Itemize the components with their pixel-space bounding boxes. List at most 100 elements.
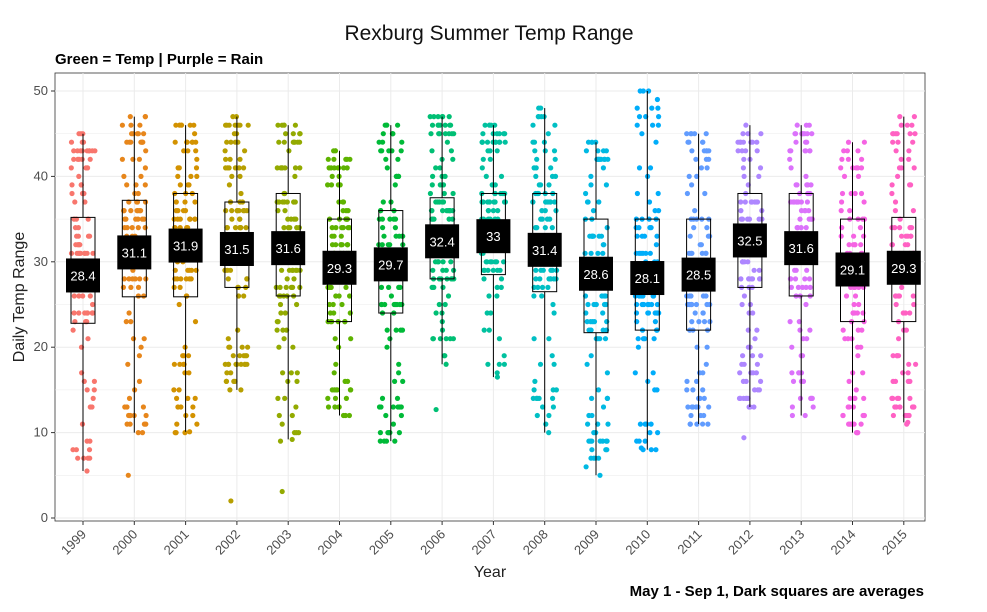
data-point — [905, 370, 911, 376]
outlier-point — [177, 122, 183, 128]
data-point — [652, 319, 659, 325]
y-tick-label: 20 — [34, 339, 48, 354]
data-point — [75, 455, 81, 461]
data-point — [636, 114, 643, 120]
data-point — [597, 438, 603, 444]
data-point — [442, 301, 448, 308]
x-tick-label: 2002 — [212, 527, 243, 558]
data-point — [907, 395, 913, 401]
data-point — [379, 395, 386, 401]
data-point — [395, 173, 402, 179]
data-point — [236, 165, 242, 171]
outlier-point — [125, 472, 131, 478]
data-point — [584, 361, 590, 367]
data-point — [892, 293, 899, 299]
data-point — [754, 148, 760, 154]
data-point — [586, 438, 592, 444]
data-point — [143, 412, 149, 419]
data-point — [806, 276, 813, 282]
data-point — [385, 242, 391, 248]
data-point — [381, 233, 387, 239]
data-point — [489, 259, 495, 265]
data-point — [282, 395, 288, 401]
data-point — [789, 404, 796, 410]
data-point — [688, 131, 694, 137]
data-point — [288, 284, 294, 290]
data-point — [539, 293, 545, 299]
data-point — [483, 259, 489, 265]
data-point — [604, 225, 610, 231]
data-point — [861, 139, 868, 145]
data-point — [126, 395, 133, 401]
data-point — [692, 131, 698, 137]
data-point — [910, 293, 916, 299]
data-point — [746, 404, 752, 410]
data-point — [737, 370, 743, 376]
data-point — [852, 395, 858, 401]
data-point — [224, 139, 230, 145]
data-point — [646, 199, 653, 205]
data-point — [746, 276, 752, 282]
data-point — [240, 208, 246, 214]
data-point — [547, 199, 554, 205]
data-point — [339, 225, 345, 231]
data-point — [329, 387, 335, 393]
data-point — [182, 370, 188, 376]
average-square — [527, 232, 562, 267]
y-axis: 0 10 20 30 40 50 — [34, 83, 55, 525]
data-point — [600, 310, 606, 316]
data-point — [280, 327, 286, 333]
data-point — [84, 387, 90, 393]
data-point — [329, 242, 336, 248]
data-point — [430, 267, 436, 273]
data-point — [743, 122, 749, 128]
data-point — [175, 173, 181, 179]
data-point — [689, 182, 695, 188]
data-point — [191, 122, 197, 128]
data-point — [861, 412, 868, 419]
data-point — [531, 387, 537, 393]
data-point — [899, 233, 905, 239]
data-point — [792, 131, 798, 137]
data-point — [654, 96, 661, 103]
data-point — [542, 225, 548, 231]
y-tick-label: 40 — [34, 168, 48, 183]
data-point — [141, 293, 147, 299]
average-square — [886, 250, 921, 285]
outlier-point — [638, 445, 644, 451]
data-point — [331, 233, 337, 239]
data-point — [894, 395, 901, 401]
data-point — [483, 173, 489, 179]
x-tick-label: 2001 — [161, 527, 192, 558]
data-point — [87, 293, 93, 299]
data-point — [294, 301, 300, 308]
data-point — [172, 430, 178, 436]
data-point — [911, 165, 917, 171]
data-point — [292, 173, 298, 179]
data-point — [138, 173, 144, 179]
data-point — [242, 148, 248, 154]
data-point — [245, 344, 251, 350]
data-point — [644, 421, 650, 427]
data-point — [141, 421, 147, 427]
data-point — [551, 276, 557, 282]
average-label: 29.3 — [327, 261, 352, 276]
data-point — [378, 404, 384, 410]
data-point — [341, 165, 347, 171]
data-point — [174, 276, 180, 282]
data-point — [843, 293, 850, 299]
data-point — [386, 284, 392, 290]
data-point — [325, 395, 331, 401]
data-point — [497, 267, 503, 273]
data-point — [491, 199, 497, 205]
data-point — [450, 336, 456, 342]
data-point — [232, 378, 238, 384]
data-point — [398, 148, 404, 154]
data-point — [129, 225, 135, 231]
data-point — [79, 139, 85, 145]
data-point — [855, 148, 861, 154]
data-point — [72, 225, 79, 231]
data-point — [224, 225, 230, 231]
data-point — [87, 455, 93, 461]
data-point — [387, 430, 393, 436]
